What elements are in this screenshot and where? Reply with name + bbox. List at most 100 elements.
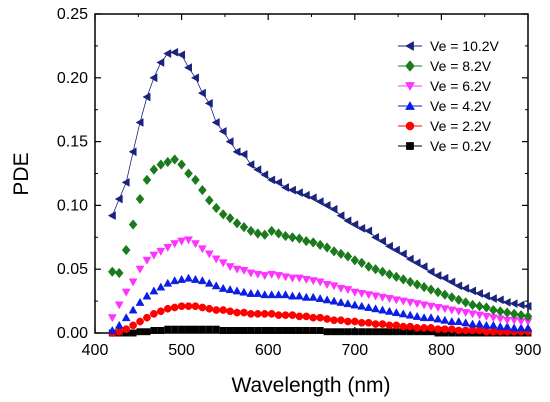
data-point — [239, 287, 249, 296]
data-point — [275, 326, 283, 334]
data-point — [212, 325, 220, 333]
data-point — [136, 328, 144, 336]
data-point — [218, 259, 228, 268]
data-point — [364, 302, 374, 311]
y-axis-ticks: 0.00 0.05 0.10 0.15 0.20 0.25 — [57, 6, 528, 342]
data-point — [329, 246, 339, 257]
data-point — [412, 311, 422, 320]
data-point — [239, 221, 249, 233]
data-point — [170, 240, 180, 249]
data-point — [336, 297, 346, 306]
data-point — [232, 218, 242, 229]
data-point — [163, 278, 173, 287]
data-point — [281, 230, 290, 242]
data-point — [177, 237, 187, 246]
y-axis-label: PDE — [10, 152, 33, 195]
data-point — [121, 178, 130, 187]
data-point — [232, 286, 242, 295]
data-point — [475, 326, 484, 335]
legend-item: Ve = 10.2V — [398, 38, 500, 54]
data-point — [336, 284, 346, 293]
data-point — [170, 47, 179, 57]
data-point — [156, 159, 166, 170]
data-point — [163, 49, 172, 58]
data-point — [211, 281, 221, 290]
data-point — [419, 313, 429, 322]
data-point — [142, 92, 151, 102]
data-point — [399, 322, 408, 331]
data-point — [495, 295, 504, 305]
data-point — [351, 328, 359, 336]
data-point — [288, 311, 297, 319]
data-point — [114, 301, 124, 310]
data-point — [177, 302, 186, 311]
data-point — [135, 297, 145, 306]
data-point — [204, 278, 214, 287]
data-point — [329, 296, 339, 305]
data-point — [357, 301, 367, 310]
legend-item: Ve = 4.2V — [398, 98, 492, 114]
data-point — [233, 326, 241, 334]
data-point — [295, 326, 303, 334]
data-point — [405, 310, 415, 319]
data-point — [261, 326, 269, 334]
data-point — [378, 320, 387, 328]
data-point — [197, 88, 206, 98]
data-point — [385, 269, 394, 280]
data-point — [191, 274, 200, 283]
data-point — [191, 174, 200, 186]
data-point — [412, 279, 422, 290]
data-point — [267, 225, 276, 237]
data-point — [219, 306, 228, 314]
data-point — [184, 168, 193, 179]
data-point — [225, 285, 235, 294]
data-point — [468, 286, 477, 296]
data-point — [434, 325, 442, 334]
data-point — [502, 322, 512, 331]
data-point — [308, 193, 317, 203]
data-point — [398, 309, 408, 318]
legend-label: Ve = 0.2V — [430, 138, 492, 154]
data-point — [253, 310, 262, 318]
data-point — [343, 216, 352, 226]
data-point — [142, 256, 152, 265]
data-point — [488, 294, 497, 303]
data-point — [378, 305, 387, 314]
data-point — [433, 314, 443, 323]
data-point — [218, 126, 227, 136]
data-point — [379, 328, 386, 336]
legend-item: Ve = 6.2V — [398, 78, 492, 94]
data-point — [156, 58, 165, 67]
data-point — [322, 295, 332, 304]
data-point — [253, 165, 262, 175]
data-point — [211, 255, 221, 264]
data-point — [419, 262, 428, 272]
data-point — [240, 308, 248, 317]
data-point — [233, 308, 241, 317]
data-point — [121, 288, 131, 297]
data-point — [260, 310, 269, 318]
y-tick-label: 0.20 — [57, 70, 88, 87]
data-point — [357, 318, 366, 327]
data-point — [281, 183, 289, 192]
data-point — [274, 228, 283, 239]
data-point — [426, 284, 436, 295]
data-point — [426, 302, 436, 311]
data-point — [495, 322, 505, 331]
data-point — [502, 307, 512, 318]
data-point — [371, 292, 381, 301]
data-point — [239, 267, 249, 275]
data-point — [482, 320, 491, 329]
data-point — [419, 281, 429, 293]
data-point — [343, 251, 353, 262]
data-point — [121, 244, 131, 256]
data-point — [142, 174, 152, 186]
data-point — [253, 228, 263, 239]
data-point — [516, 300, 525, 310]
data-point — [364, 291, 374, 300]
x-axis-label: Wavelength (nm) — [231, 374, 390, 397]
data-point — [405, 276, 415, 288]
data-point — [440, 315, 450, 324]
data-point — [502, 297, 511, 307]
